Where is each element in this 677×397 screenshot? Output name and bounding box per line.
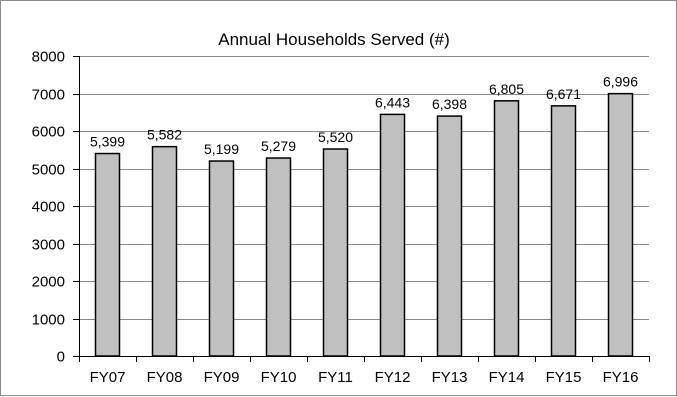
bar-fy15	[550, 105, 577, 357]
x-tick-label: FY16	[603, 369, 639, 386]
x-tick-label: FY13	[432, 369, 468, 386]
x-tick-label: FY07	[90, 369, 126, 386]
bar-fy07	[94, 152, 121, 357]
y-tick-label: 0	[57, 349, 65, 366]
chart-title: Annual Households Served (#)	[218, 30, 450, 49]
data-label: 6,996	[603, 74, 638, 90]
y-tick-label: 1000	[32, 312, 65, 329]
y-tick-label: 5000	[32, 162, 65, 179]
data-label: 5,199	[204, 141, 239, 157]
x-tick-label: FY08	[147, 369, 183, 386]
data-label: 6,443	[375, 94, 410, 110]
bars	[94, 92, 634, 357]
bar-fy11	[322, 148, 349, 357]
data-label: 5,399	[90, 134, 125, 150]
bar-fy14	[493, 100, 520, 357]
x-tick-label: FY09	[204, 369, 240, 386]
y-tick-label: 8000	[32, 49, 65, 66]
data-label: 5,582	[147, 127, 182, 143]
bar-fy12	[379, 113, 406, 357]
x-tick-label: FY14	[489, 369, 525, 386]
x-tick-label: FY11	[318, 369, 353, 386]
y-tick-label: 2000	[32, 274, 65, 291]
y-tick-label: 7000	[32, 87, 65, 104]
y-axis-tick-labels: 0 1000 2000 3000 4000 5000 6000 7000 8000	[32, 49, 65, 366]
data-label: 6,805	[489, 81, 524, 97]
bar-fy10	[265, 157, 292, 357]
y-tick-label: 4000	[32, 199, 65, 216]
bar-fy09	[208, 160, 235, 357]
data-label: 6,671	[546, 86, 581, 102]
bar-fy13	[436, 115, 463, 357]
y-tick-label: 3000	[32, 237, 65, 254]
data-label: 5,520	[318, 129, 353, 145]
bar-fy08	[151, 145, 178, 357]
data-label: 6,398	[432, 96, 467, 112]
x-tick-label: FY12	[375, 369, 411, 386]
data-label: 5,279	[261, 138, 296, 154]
x-tick-label: FY15	[546, 369, 582, 386]
bar-fy16	[607, 92, 634, 357]
x-tick-label: FY10	[261, 369, 297, 386]
data-labels: 5,399 5,582 5,199 5,279 5,520 6,443 6,398 6,805…	[90, 74, 638, 157]
y-tick-label: 6000	[32, 124, 65, 141]
x-axis-tick-labels: FY07 FY08 FY09 FY10 FY11 FY12 FY13 FY14 FY15 FY16	[90, 369, 639, 386]
axes	[73, 56, 650, 362]
